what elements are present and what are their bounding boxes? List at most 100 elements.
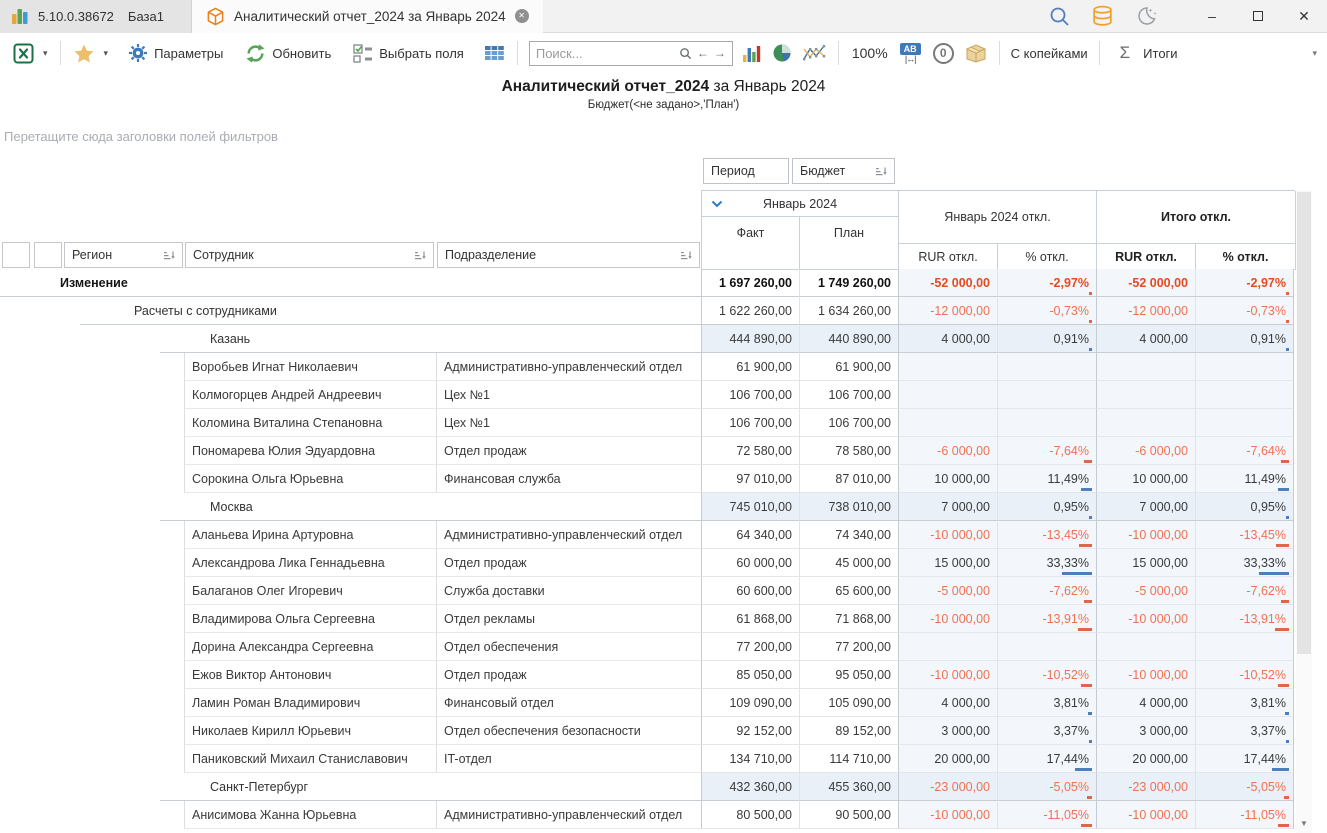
cell-pct-deviation[interactable] — [997, 633, 1096, 661]
cell-pct-deviation[interactable]: -5,05% — [997, 773, 1096, 801]
cell-fact[interactable]: 134 710,00 — [701, 745, 799, 773]
cell-fact[interactable]: 92 152,00 — [701, 717, 799, 745]
cell-department[interactable]: Отдел продаж — [436, 661, 701, 689]
cell-rur-deviation[interactable]: 4 000,00 — [898, 325, 997, 353]
column-group-january-deviation[interactable]: Январь 2024 откл. — [899, 191, 1097, 244]
cell-total-pct-deviation[interactable]: -13,45% — [1195, 521, 1294, 549]
cell-fact[interactable]: 80 500,00 — [701, 801, 799, 829]
cell-fact[interactable]: 72 580,00 — [701, 437, 799, 465]
cell-plan[interactable]: 61 900,00 — [799, 353, 898, 381]
cell-total-pct-deviation[interactable]: -10,52% — [1195, 661, 1294, 689]
search-icon[interactable] — [1048, 5, 1071, 28]
cell-plan[interactable]: 65 600,00 — [799, 577, 898, 605]
vertical-scrollbar[interactable] — [1296, 190, 1312, 833]
cell-fact[interactable]: 97 010,00 — [701, 465, 799, 493]
cell-department[interactable]: Отдел обеспечения — [436, 633, 701, 661]
search-box[interactable]: ← → — [528, 40, 733, 66]
cell-total-rur-deviation[interactable]: 3 000,00 — [1096, 717, 1195, 745]
scrollbar-thumb[interactable] — [1297, 192, 1311, 654]
cell-total-pct-deviation[interactable]: 33,33% — [1195, 549, 1294, 577]
cell-plan[interactable]: 1 634 260,00 — [799, 297, 898, 325]
cell-pct-deviation[interactable]: 0,91% — [997, 325, 1096, 353]
excel-dropdown-icon[interactable]: ▾ — [43, 47, 48, 58]
hide-zeros-button[interactable]: 0 — [932, 42, 954, 64]
cell-fact[interactable]: 64 340,00 — [701, 521, 799, 549]
cell-rur-deviation[interactable]: 3 000,00 — [898, 717, 997, 745]
cell-total-pct-deviation[interactable]: 3,81% — [1195, 689, 1294, 717]
cell-employee[interactable]: Паниковский Михаил Станиславович — [184, 745, 436, 773]
row-area-corner-button[interactable] — [2, 242, 30, 268]
cell-plan[interactable]: 455 360,00 — [799, 773, 898, 801]
cell-fact[interactable]: 432 360,00 — [701, 773, 799, 801]
cell-employee[interactable]: Николаев Кирилл Юрьевич — [184, 717, 436, 745]
cell-plan[interactable]: 77 200,00 — [799, 633, 898, 661]
cell-total-rur-deviation[interactable]: -12 000,00 — [1096, 297, 1195, 325]
cell-rur-deviation[interactable]: -12 000,00 — [898, 297, 997, 325]
cell-pct-deviation[interactable]: -13,91% — [997, 605, 1096, 633]
cell-pct-deviation[interactable]: -2,97% — [997, 269, 1096, 297]
column-group-january[interactable]: Январь 2024 — [702, 191, 899, 217]
column-pct-deviation[interactable]: % откл. — [998, 244, 1097, 270]
cell-pct-deviation[interactable]: 11,49% — [997, 465, 1096, 493]
cell-pct-deviation[interactable] — [997, 381, 1096, 409]
search-next-icon[interactable]: → — [713, 46, 726, 60]
cell-total-rur-deviation[interactable]: 10 000,00 — [1096, 465, 1195, 493]
cell-rur-deviation[interactable]: -23 000,00 — [898, 773, 997, 801]
bar-chart-button[interactable] — [737, 40, 767, 66]
cell-pct-deviation[interactable] — [997, 409, 1096, 437]
cell-plan[interactable]: 89 152,00 — [799, 717, 898, 745]
cell-plan[interactable]: 74 340,00 — [799, 521, 898, 549]
zoom-level[interactable]: 100% — [851, 45, 888, 61]
cell-rur-deviation[interactable]: -10 000,00 — [898, 801, 997, 829]
cell-plan[interactable]: 71 868,00 — [799, 605, 898, 633]
refresh-button[interactable]: Обновить — [240, 40, 336, 67]
cell-pct-deviation[interactable]: -0,73% — [997, 297, 1096, 325]
cell-rur-deviation[interactable]: 4 000,00 — [898, 689, 997, 717]
favorites-button[interactable]: ▾ — [68, 40, 114, 67]
cell-total-pct-deviation[interactable] — [1195, 633, 1294, 661]
cell-total-rur-deviation[interactable] — [1096, 633, 1195, 661]
cell-plan[interactable]: 78 580,00 — [799, 437, 898, 465]
cell-department[interactable]: Административно-управленческий отдел — [436, 521, 701, 549]
cell-fact[interactable]: 106 700,00 — [701, 409, 799, 437]
cell-rur-deviation[interactable]: 15 000,00 — [898, 549, 997, 577]
field-button-budget[interactable]: Бюджет — [792, 158, 895, 184]
cell-department[interactable]: Административно-управленческий отдел — [436, 801, 701, 829]
layout-grid-button[interactable] — [479, 42, 510, 65]
cell-plan[interactable]: 738 010,00 — [799, 493, 898, 521]
cell-employee[interactable]: Анисимова Жанна Юрьевна — [184, 801, 436, 829]
scroll-down-icon[interactable]: ▼ — [1300, 818, 1308, 828]
cell-total-pct-deviation[interactable]: -11,05% — [1195, 801, 1294, 829]
cell-rur-deviation[interactable] — [898, 633, 997, 661]
cell-fact[interactable]: 61 868,00 — [701, 605, 799, 633]
cell-pct-deviation[interactable]: -7,64% — [997, 437, 1096, 465]
cell-total-pct-deviation[interactable]: 0,91% — [1195, 325, 1294, 353]
tab-close-icon[interactable]: ✕ — [514, 9, 529, 23]
field-button-employee[interactable]: Сотрудник — [185, 242, 434, 268]
column-group-total-deviation[interactable]: Итого откл. — [1097, 191, 1296, 244]
cell-fact[interactable]: 745 010,00 — [701, 493, 799, 521]
box-button[interactable] — [960, 40, 992, 66]
cell-total-rur-deviation[interactable]: 15 000,00 — [1096, 549, 1195, 577]
pie-chart-button[interactable] — [767, 40, 797, 66]
column-fact[interactable]: Факт — [702, 217, 800, 270]
totals-button[interactable]: Σ Итоги — [1115, 40, 1183, 66]
cell-department[interactable]: IT-отдел — [436, 745, 701, 773]
cell-employee[interactable]: Пономарева Юлия Эдуардовна — [184, 437, 436, 465]
cell-employee[interactable]: Ежов Виктор Антонович — [184, 661, 436, 689]
cell-total-rur-deviation[interactable]: 20 000,00 — [1096, 745, 1195, 773]
cell-pct-deviation[interactable]: 0,95% — [997, 493, 1096, 521]
cell-group-label[interactable]: Изменение — [0, 269, 701, 297]
search-prev-icon[interactable]: ← — [696, 46, 709, 60]
cell-department[interactable]: Финансовая служба — [436, 465, 701, 493]
cell-total-pct-deviation[interactable]: 17,44% — [1195, 745, 1294, 773]
export-excel-button[interactable]: ▾ — [8, 40, 53, 67]
database-icon[interactable] — [1091, 5, 1114, 28]
cell-rur-deviation[interactable]: 20 000,00 — [898, 745, 997, 773]
cell-total-rur-deviation[interactable] — [1096, 381, 1195, 409]
cell-total-rur-deviation[interactable]: -52 000,00 — [1096, 269, 1195, 297]
cell-group-label[interactable]: Казань — [160, 325, 701, 353]
cell-group-label[interactable]: Расчеты с сотрудниками — [80, 297, 701, 325]
cell-pct-deviation[interactable]: -13,45% — [997, 521, 1096, 549]
cell-department[interactable]: Цех №1 — [436, 409, 701, 437]
